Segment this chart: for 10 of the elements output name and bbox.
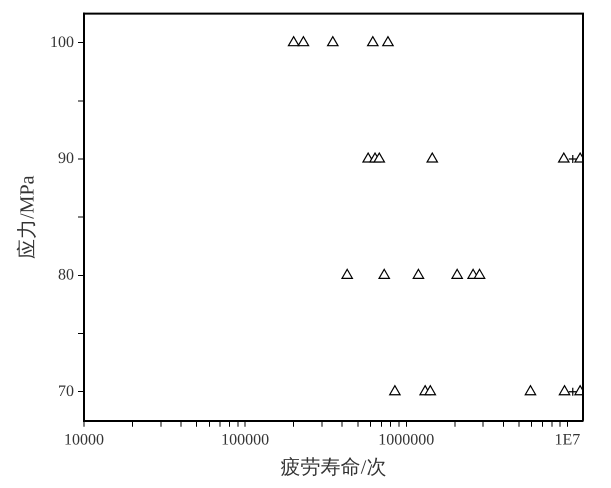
x-tick-label: 100000 [221, 432, 270, 449]
x-tick-label: 1E7 [554, 432, 580, 449]
y-tick-label: 100 [50, 34, 74, 51]
y-tick-label: 80 [58, 266, 74, 284]
y-tick-label: 90 [58, 150, 74, 168]
x-tick-label: 1000000 [378, 432, 434, 449]
y-axis-title: 应力/MPa [16, 175, 38, 259]
x-tick-label: 10000 [64, 432, 104, 449]
x-axis-title: 疲劳寿命/次 [280, 456, 386, 478]
y-tick-label: 70 [58, 382, 74, 400]
